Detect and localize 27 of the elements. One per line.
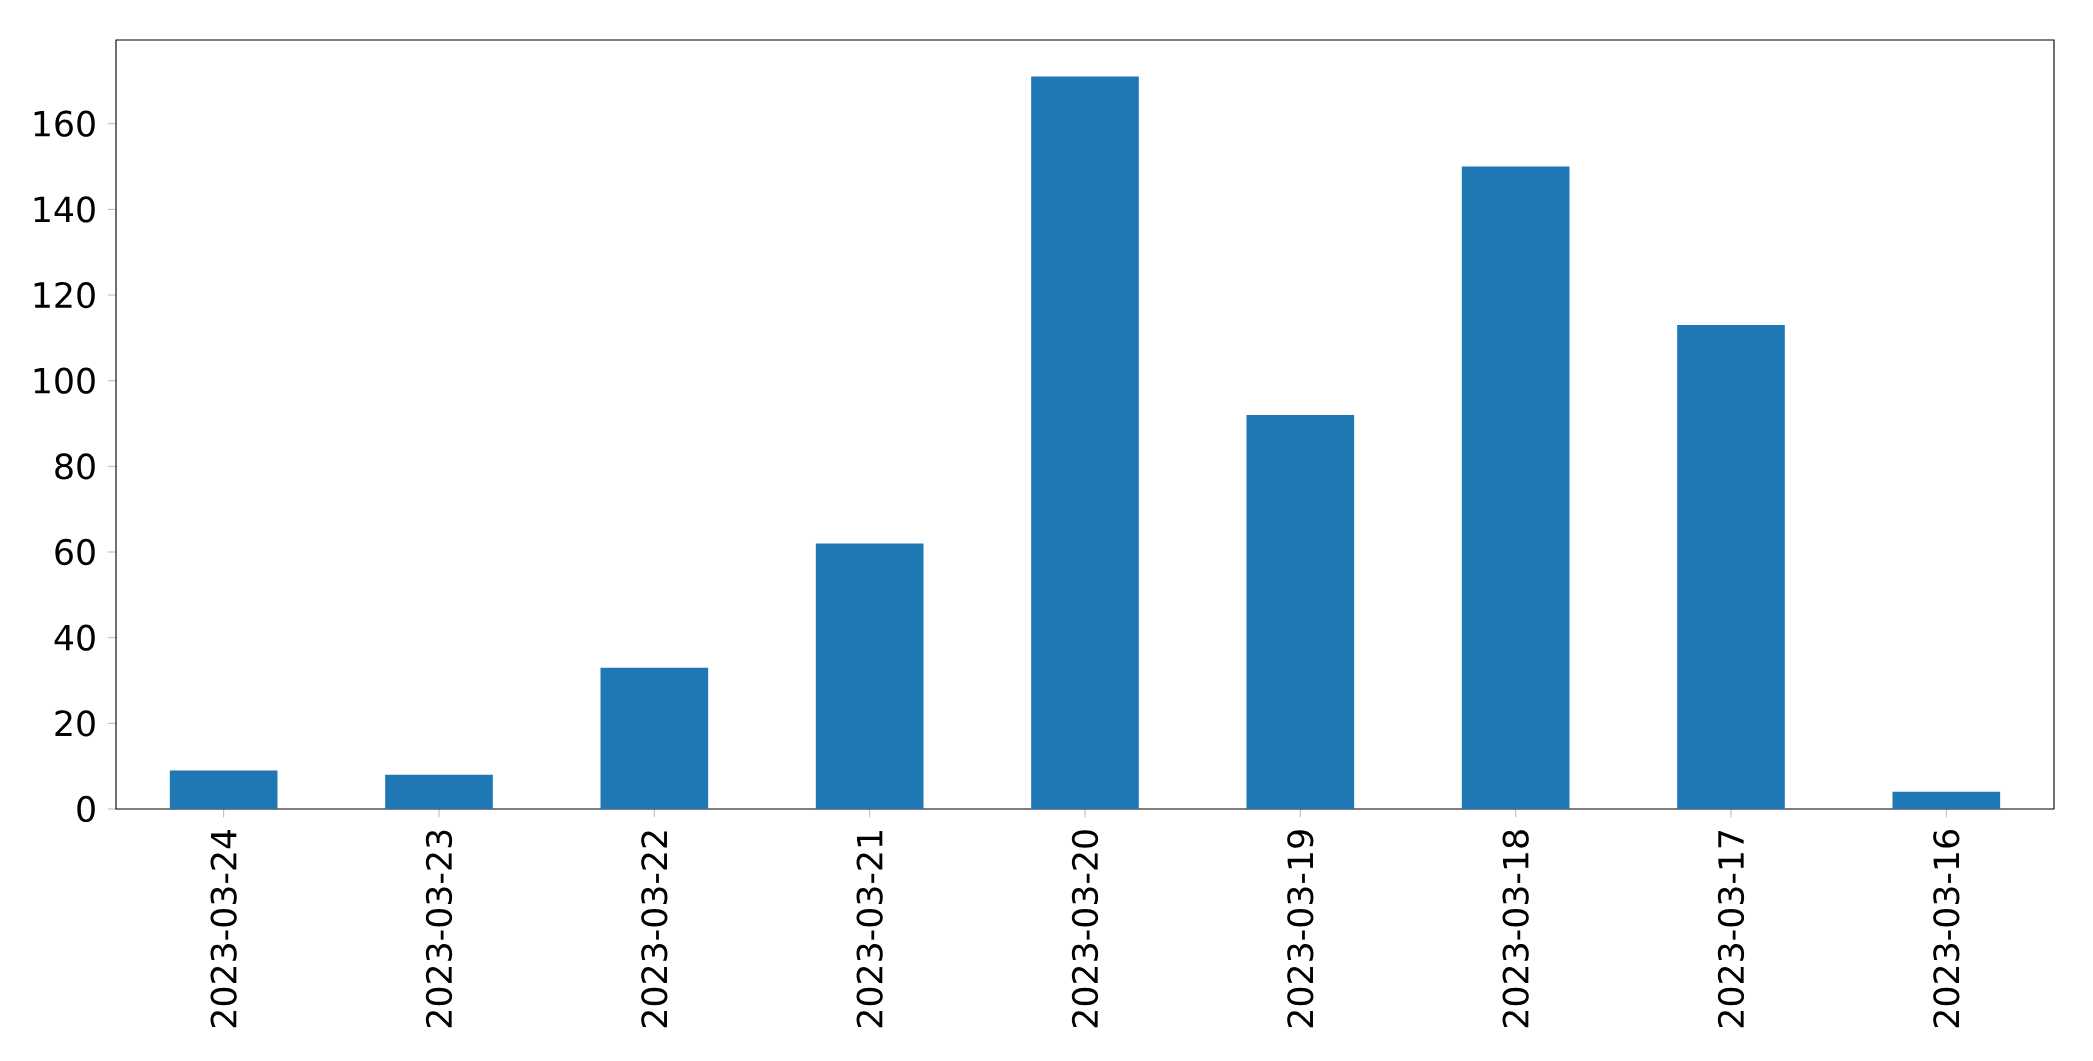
y-tick-label: 20 — [55, 710, 95, 737]
bar — [1031, 76, 1139, 809]
x-tick-label: 2023-03-17 — [1717, 830, 1745, 1028]
bar — [1461, 166, 1570, 809]
bar — [1892, 791, 2001, 809]
x-tick-label: 2023-03-23 — [425, 830, 453, 1028]
y-tick-label: 0 — [77, 795, 95, 823]
bar — [1246, 414, 1355, 809]
x-tick-label: 2023-03-24 — [210, 829, 237, 1028]
y-tick-label: 80 — [55, 453, 95, 480]
x-tick-label: 2023-03-19 — [1287, 830, 1314, 1028]
y-tick-label: 160 — [34, 110, 95, 137]
bar — [600, 667, 709, 809]
bar — [385, 774, 493, 809]
y-tick-label: 60 — [55, 538, 95, 566]
x-tick-label: 2023-03-18 — [1502, 830, 1529, 1028]
x-tick-label: 2023-03-21 — [856, 831, 883, 1028]
y-tick-label: 120 — [34, 281, 95, 309]
y-tick-label: 100 — [34, 367, 95, 394]
x-tick-label: 2023-03-16 — [1933, 830, 1960, 1028]
bar — [169, 770, 278, 809]
x-tick-label: 2023-03-22 — [641, 831, 668, 1028]
bar — [815, 543, 924, 809]
y-tick-label: 40 — [54, 624, 95, 651]
y-tick-label: 140 — [34, 196, 95, 223]
x-tick-label: 2023-03-20 — [1071, 830, 1099, 1028]
bar — [1677, 325, 1785, 809]
